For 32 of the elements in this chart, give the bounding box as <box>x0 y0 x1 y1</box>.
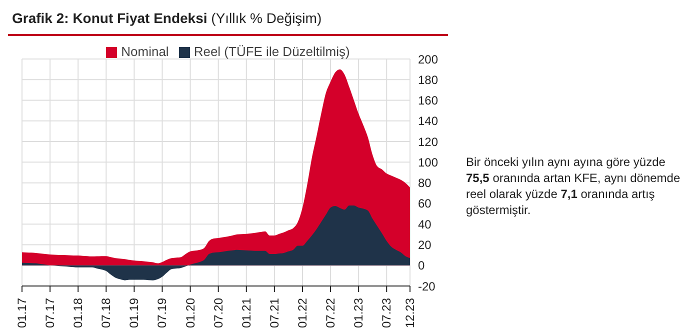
y-tick-label: -20 <box>418 279 436 294</box>
x-tick-label: 07.21 <box>267 298 282 328</box>
x-tick-label: 01.22 <box>295 298 310 328</box>
x-tick-label: 07.18 <box>99 298 114 328</box>
y-tick-label: 60 <box>418 196 432 211</box>
y-tick-label: 180 <box>418 72 438 87</box>
text: Bir önceki yılın aynı ayına göre yüzde 75,5 oranında artan KFE, aynı dönemde reel olarak yüzde 7,1 oranında artış göstermiştir. <box>466 155 680 217</box>
x-tick-label: 01.23 <box>352 298 366 328</box>
y-tick-label: 40 <box>418 217 432 232</box>
x-tick-label: 01.19 <box>127 298 142 328</box>
x-tick-label: 07.23 <box>380 298 394 328</box>
x-tick-label: 07.19 <box>155 298 170 328</box>
legend-label: Reel (TÜFE ile Düzeltilmiş) <box>194 44 350 59</box>
x-tick-label: 12.23 <box>403 298 417 328</box>
x-tick-label: 01.21 <box>239 298 254 328</box>
y-tick-label: 20 <box>418 238 432 252</box>
x-tick-label: 01.20 <box>183 298 198 328</box>
x-tick-label: 07.20 <box>211 298 226 328</box>
y-tick-label: 140 <box>418 114 438 128</box>
chart-title: Grafik 2: Konut Fiyat Endeksi <box>12 10 208 26</box>
y-tick-label: 100 <box>418 155 438 170</box>
y-tick-label: 0 <box>418 258 425 273</box>
x-tick-label: 07.17 <box>43 298 58 328</box>
y-tick-label: 160 <box>418 94 438 108</box>
y-tick-label: 80 <box>418 176 432 190</box>
y-tick-label: 120 <box>418 134 438 149</box>
x-tick-label: 01.18 <box>71 298 86 328</box>
legend-label: Nominal <box>121 44 169 59</box>
y-tick-label: 200 <box>418 52 438 66</box>
x-tick-label: 01.17 <box>15 298 29 328</box>
chart-subtitle: (Yıllık % Değişim) <box>211 10 322 26</box>
x-tick-label: 07.22 <box>324 298 338 328</box>
